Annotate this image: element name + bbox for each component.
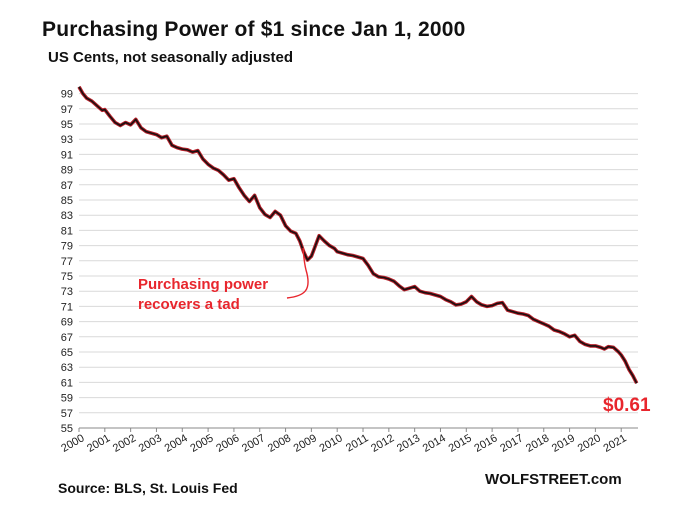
annotation-line-2: recovers a tad: [138, 296, 240, 313]
y-axis-ticks: 99 97 95 93 91 89 87 85 83 81 79 77 75 73 71 69 67 65 63 61…: [61, 89, 73, 435]
y-tick-label: 81: [61, 225, 73, 237]
x-tick-label: 2005: [188, 432, 215, 455]
y-tick-label: 65: [61, 347, 73, 359]
y-tick-label: 77: [61, 256, 73, 268]
x-axis-ticks: 2000200120022003200420052006200720082009…: [59, 428, 629, 455]
x-tick-label: 2002: [111, 432, 138, 455]
y-tick-label: 61: [61, 377, 73, 389]
x-tick-label: 2000: [59, 432, 86, 455]
y-tick-label: 91: [61, 149, 73, 161]
y-tick-label: 57: [61, 408, 73, 420]
x-tick-label: 2001: [85, 432, 112, 455]
y-tick-label: 73: [61, 286, 73, 298]
y-tick-label: 83: [61, 210, 73, 222]
x-tick-label: 2013: [395, 432, 422, 455]
callout-arrow: [286, 247, 309, 299]
y-tick-label: 75: [61, 271, 73, 283]
x-tick-label: 2012: [369, 432, 396, 455]
y-tick-label: 55: [61, 423, 73, 435]
y-tick-label: 89: [61, 165, 73, 177]
y-tick-label: 59: [61, 393, 73, 405]
series-layer: [77, 85, 639, 385]
x-tick-label: 2007: [240, 432, 267, 455]
x-tick-label: 2004: [163, 432, 190, 455]
final-value-label: $0.61: [603, 395, 651, 416]
chart-subtitle: US Cents, not seasonally adjusted: [48, 49, 294, 66]
y-tick-label: 63: [61, 362, 73, 374]
x-tick-label: 2018: [524, 432, 551, 455]
x-tick-label: 2010: [317, 432, 344, 455]
x-tick-label: 2015: [447, 432, 474, 455]
series-line: [78, 86, 638, 384]
source-note: Source: BLS, St. Louis Fed: [58, 480, 238, 496]
y-tick-label: 95: [61, 119, 73, 131]
y-tick-label: 79: [61, 241, 73, 253]
series-line-shadow: [77, 85, 639, 385]
y-tick-label: 67: [61, 332, 73, 344]
y-tick-label: 93: [61, 134, 73, 146]
x-tick-label: 2006: [214, 432, 241, 455]
y-tick-label: 87: [61, 180, 73, 192]
x-tick-label: 2019: [550, 432, 577, 455]
annotations: Purchasing power recovers a tad $0.61: [138, 247, 651, 416]
x-tick-label: 2017: [498, 432, 525, 455]
x-tick-label: 2021: [602, 432, 629, 455]
x-tick-label: 2003: [137, 432, 164, 455]
gridlines: [79, 93, 638, 429]
y-tick-label: 97: [61, 104, 73, 116]
x-tick-label: 2020: [576, 432, 603, 455]
x-tick-label: 2008: [266, 432, 293, 455]
chart-title: Purchasing Power of $1 since Jan 1, 2000: [42, 18, 466, 41]
brand-logo-text: WOLFSTREET.com: [485, 471, 622, 488]
y-tick-label: 99: [61, 89, 73, 101]
x-tick-label: 2009: [292, 432, 319, 455]
y-tick-label: 71: [61, 301, 73, 313]
x-tick-label: 2011: [344, 432, 370, 454]
annotation-line-1: Purchasing power: [138, 276, 268, 293]
y-tick-label: 85: [61, 195, 73, 207]
x-tick-label: 2014: [421, 432, 448, 455]
y-tick-label: 69: [61, 317, 73, 329]
x-tick-label: 2016: [472, 432, 499, 455]
